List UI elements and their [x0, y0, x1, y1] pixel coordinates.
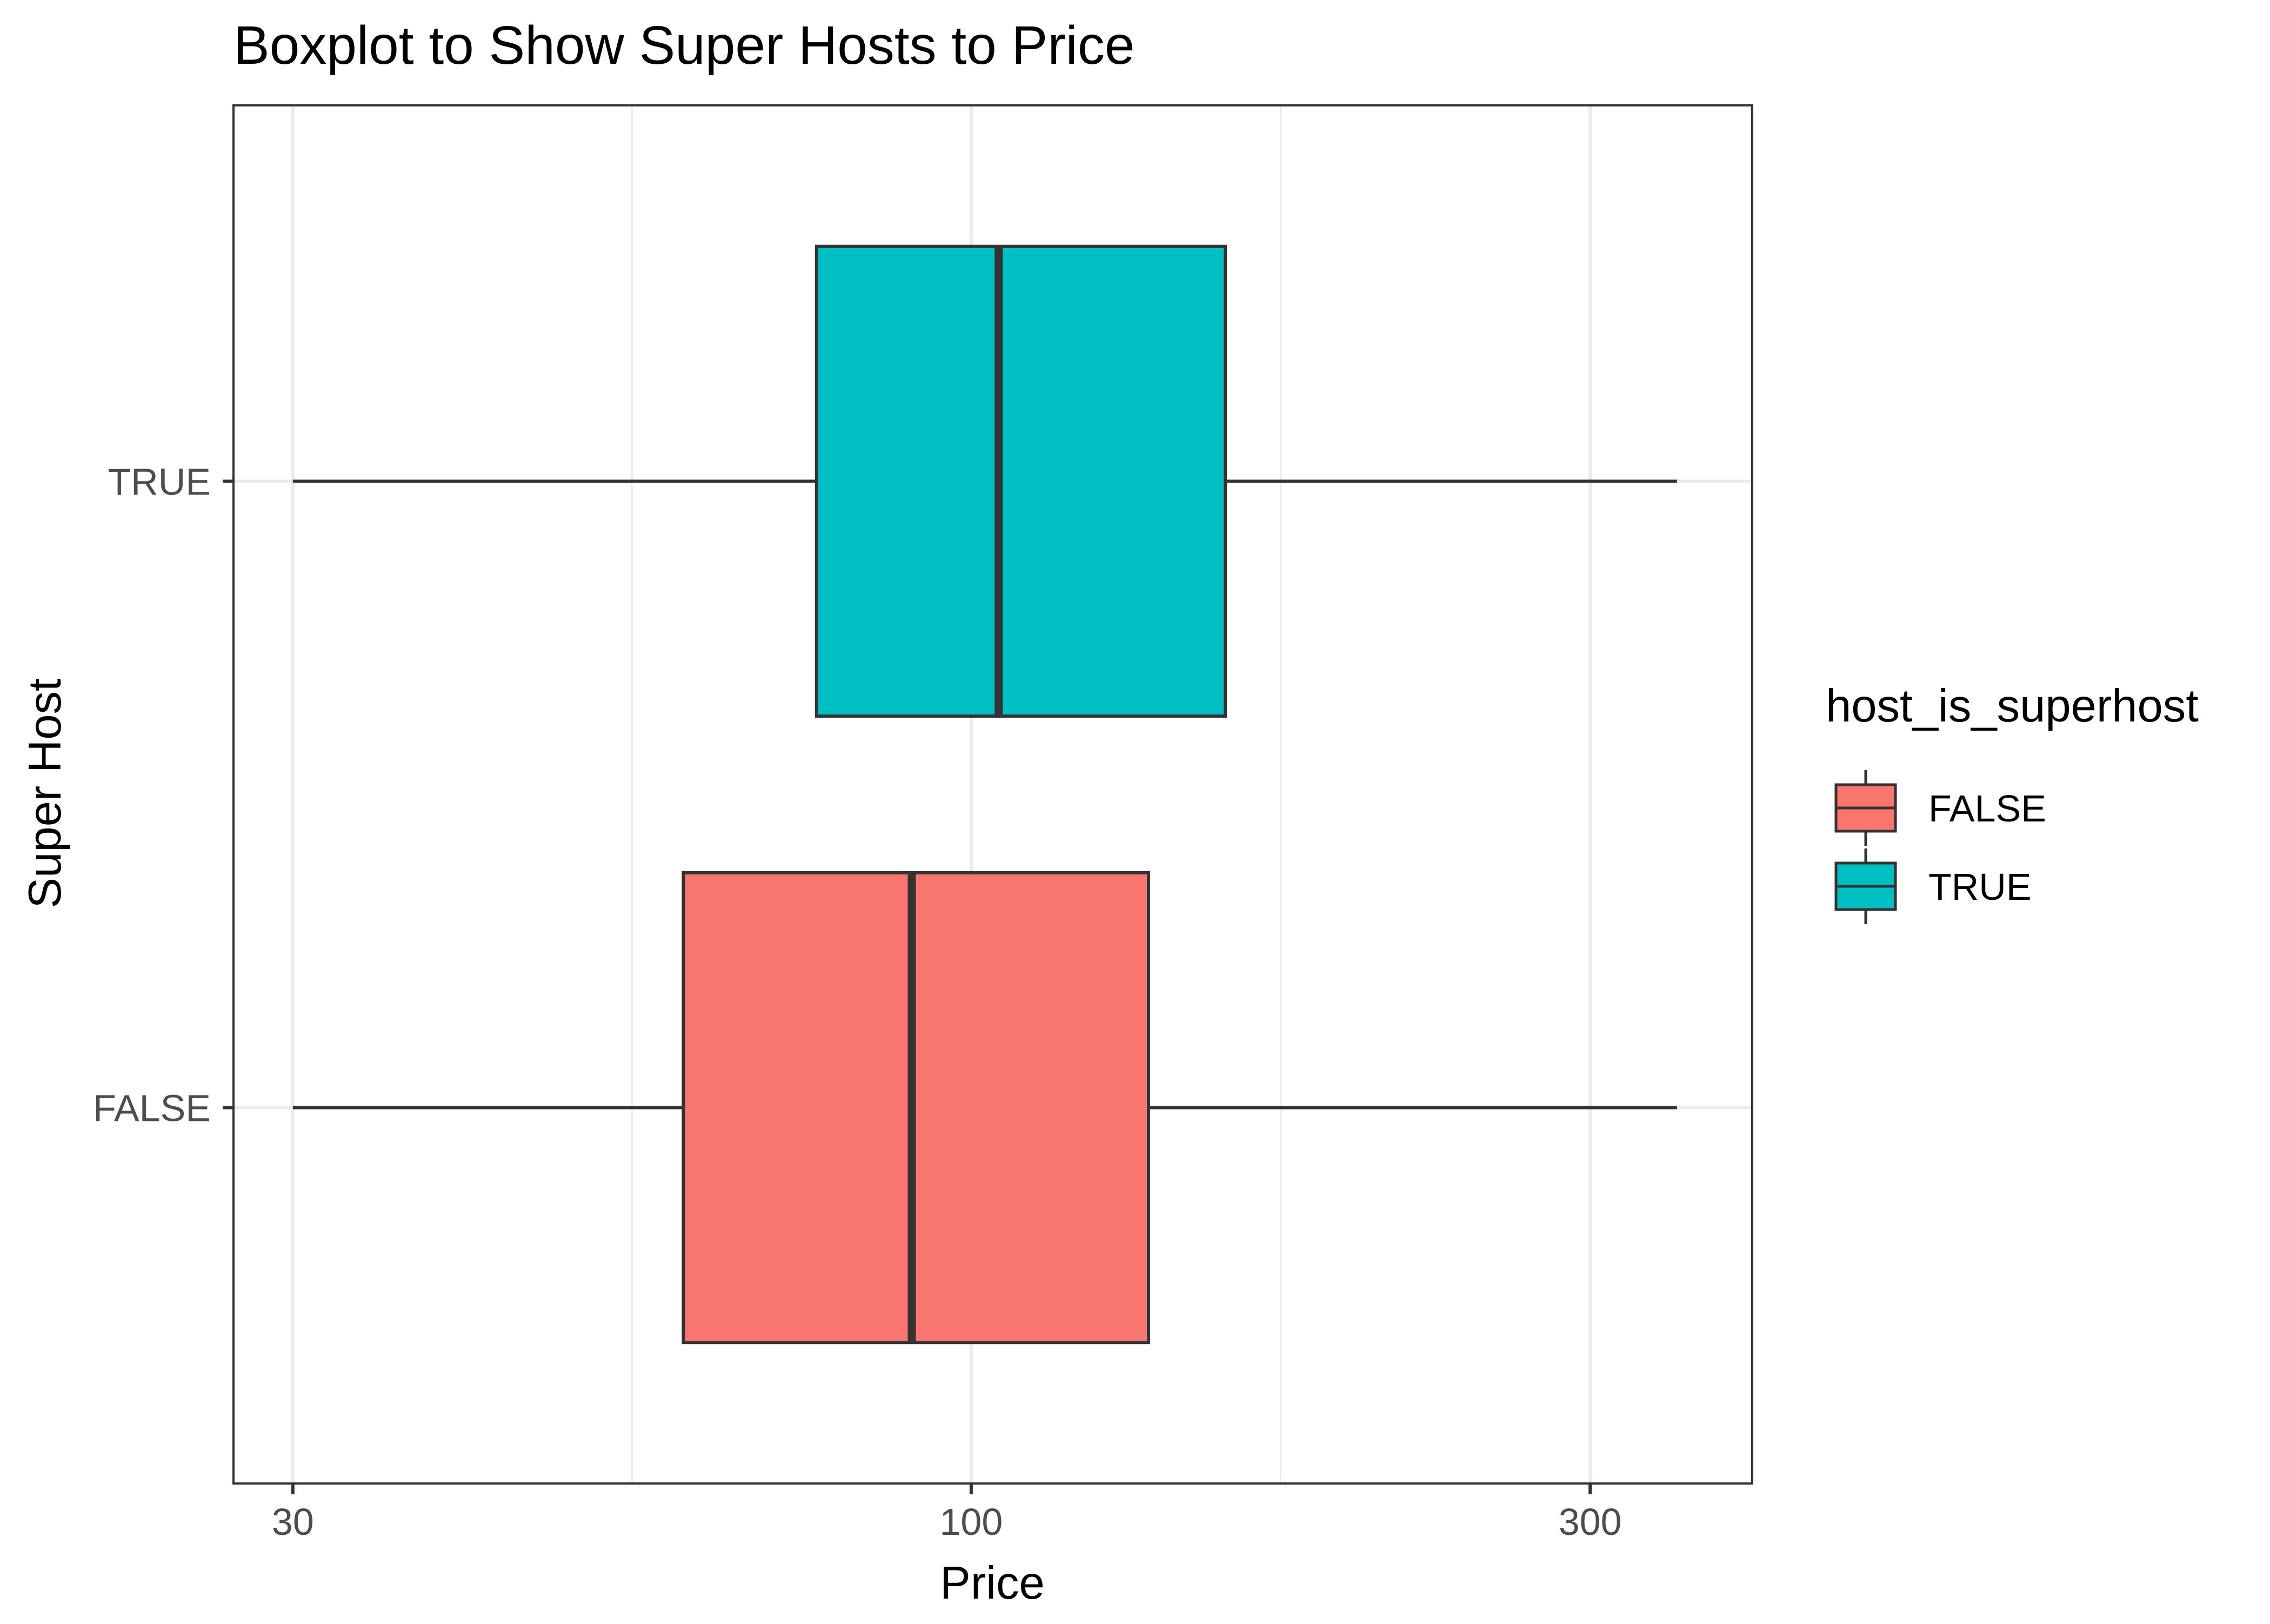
- box-iqr: [682, 871, 1151, 1345]
- panel-border: [232, 104, 1753, 1485]
- chart-title: Boxplot to Show Super Hosts to Price: [233, 15, 1134, 76]
- box-true: [292, 244, 1677, 718]
- x-tick-label: 100: [939, 1501, 1003, 1543]
- plot-panel: [232, 104, 1753, 1485]
- legend-key-true: [1834, 848, 1897, 924]
- legend-label: TRUE: [1928, 866, 2032, 908]
- legend-label: FALSE: [1928, 787, 2046, 830]
- legend: host_is_superhost FALSE TRUE: [1826, 680, 2199, 924]
- y-axis-label: Super Host: [19, 678, 71, 908]
- box-iqr: [814, 244, 1227, 718]
- x-tick-label: 300: [1559, 1501, 1622, 1543]
- legend-key-false: [1834, 770, 1897, 846]
- x-axis-label: Price: [940, 1558, 1045, 1609]
- legend-title: host_is_superhost: [1826, 680, 2199, 732]
- y-tick-label: FALSE: [93, 1087, 211, 1130]
- x-tick-label: 30: [272, 1501, 314, 1543]
- box-false: [292, 871, 1677, 1345]
- y-tick-label: TRUE: [108, 460, 211, 503]
